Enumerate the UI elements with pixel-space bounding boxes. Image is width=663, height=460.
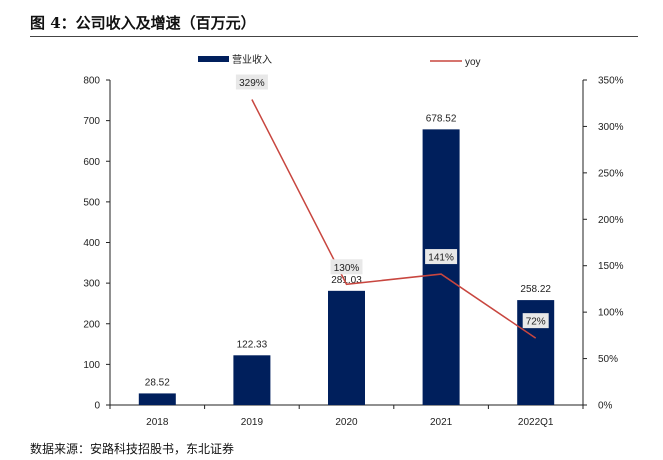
yoy-label-box	[330, 259, 363, 275]
source-note: 数据来源：安路科技招股书，东北证券	[30, 442, 235, 456]
bar-2021	[422, 129, 460, 405]
right-tick-label: 100%	[598, 308, 624, 319]
left-tick-label: 200	[83, 319, 100, 330]
right-tick-label: 50%	[598, 354, 618, 365]
legend-line-label: yoy	[465, 57, 481, 68]
bar-value-label: 28.52	[145, 377, 170, 388]
x-tick-label: 2022Q1	[518, 417, 554, 428]
yoy-value-label: 329%	[239, 78, 265, 89]
right-tick-label: 300%	[598, 122, 624, 133]
left-tick-label: 400	[83, 238, 100, 249]
left-tick-label: 600	[83, 157, 100, 168]
yoy-label-box	[425, 249, 458, 265]
right-tick-label: 250%	[598, 168, 624, 179]
yoy-label-box	[522, 313, 549, 329]
left-tick-label: 100	[83, 360, 100, 371]
right-tick-label: 200%	[598, 215, 624, 226]
bar-value-label: 678.52	[426, 113, 457, 124]
right-tick-label: 150%	[598, 261, 624, 272]
bar-value-label: 281.03	[331, 275, 362, 286]
x-tick-label: 2020	[335, 417, 358, 428]
left-tick-label: 700	[83, 116, 100, 127]
title-rule	[30, 36, 638, 37]
left-tick-label: 800	[83, 76, 100, 87]
yoy-line	[251, 99, 537, 339]
x-tick-label: 2018	[146, 417, 169, 428]
figure-title: 图 4：公司收入及增速（百万元）	[30, 14, 256, 32]
legend-bar-swatch	[198, 56, 229, 62]
right-tick-label: 0%	[598, 401, 613, 412]
bar-2020	[328, 290, 365, 405]
yoy-value-label: 141%	[428, 253, 454, 264]
left-tick-label: 300	[83, 279, 100, 290]
legend-bar-label: 营业收入	[232, 53, 272, 66]
yoy-value-label: 72%	[526, 317, 546, 328]
bar-2018	[138, 393, 176, 405]
left-tick-label: 500	[83, 197, 100, 208]
bar-value-label: 258.22	[520, 284, 551, 295]
x-tick-label: 2019	[241, 417, 264, 428]
yoy-label-box	[235, 74, 268, 90]
left-tick-label: 0	[94, 401, 100, 412]
bar-value-label: 122.33	[237, 339, 268, 350]
bar-2019	[233, 355, 271, 405]
right-tick-label: 350%	[598, 76, 624, 87]
x-tick-label: 2021	[430, 417, 453, 428]
yoy-value-label: 130%	[334, 263, 360, 274]
